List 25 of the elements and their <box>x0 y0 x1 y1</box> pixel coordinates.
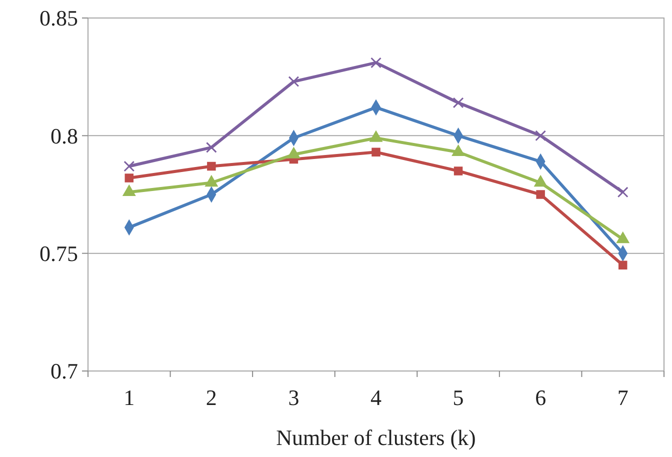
x-tick-label: 3 <box>288 385 300 410</box>
point <box>452 97 464 108</box>
point <box>288 76 300 88</box>
point <box>206 142 217 153</box>
point <box>618 260 628 270</box>
point <box>372 148 380 157</box>
point <box>207 162 216 171</box>
x-tick-label: 6 <box>535 385 546 410</box>
x-tick-label: 2 <box>206 385 217 410</box>
x-tick-label: 4 <box>370 385 382 410</box>
point <box>617 186 628 198</box>
point <box>124 174 134 182</box>
point <box>370 57 382 68</box>
point <box>454 166 463 176</box>
point <box>536 190 545 199</box>
x-tick-label: 1 <box>124 385 135 410</box>
point <box>535 130 546 142</box>
y-tick-label: 0.8 <box>50 123 78 148</box>
x-axis-title: Number of clusters (k) <box>276 425 476 450</box>
point <box>124 160 135 172</box>
y-tick-label: 0.85 <box>40 6 78 31</box>
y-tick-label: 0.75 <box>40 241 78 266</box>
y-tick-label: 0.7 <box>50 358 78 384</box>
x-tick-label: 7 <box>617 385 628 410</box>
x-tick-label: 5 <box>452 385 464 410</box>
